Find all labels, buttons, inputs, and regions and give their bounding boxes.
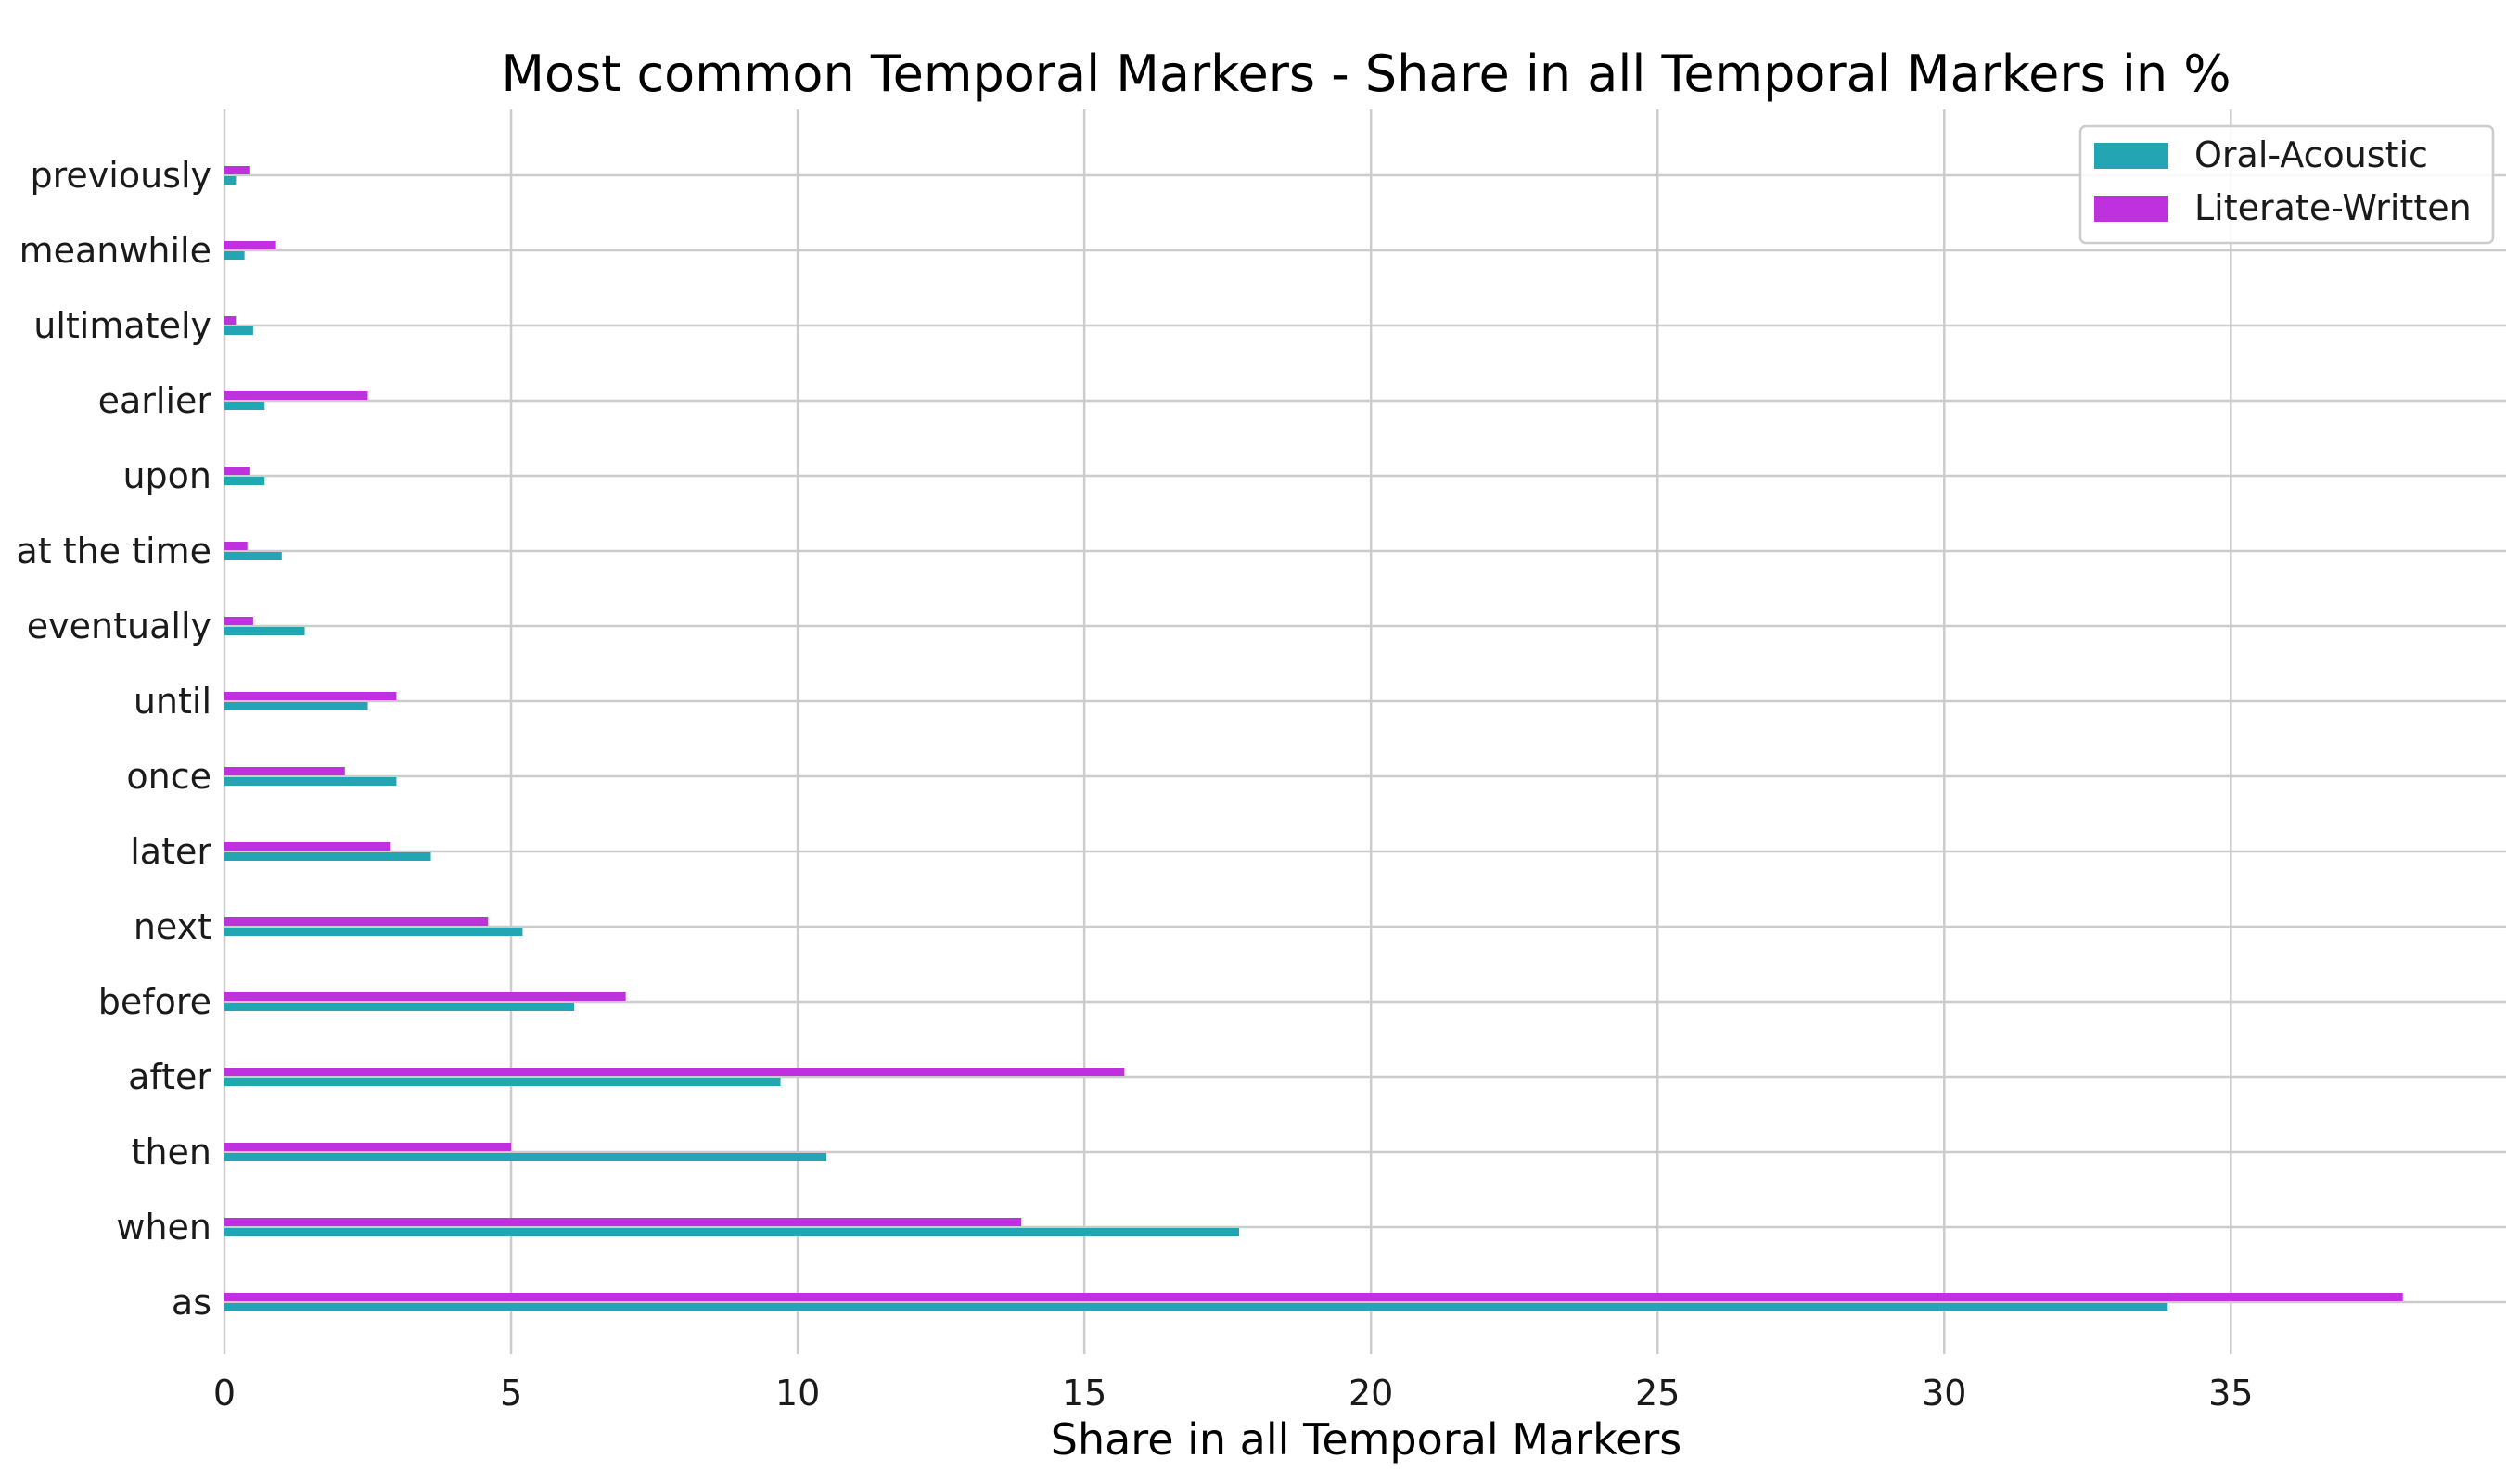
y-tick-label: at the time bbox=[16, 531, 211, 571]
bar-literate-written bbox=[224, 617, 253, 625]
bar-literate-written bbox=[224, 842, 391, 851]
bar-literate-written bbox=[224, 391, 368, 400]
bar-oral-acoustic bbox=[224, 477, 265, 485]
legend-swatch bbox=[2094, 196, 2168, 222]
bar-oral-acoustic bbox=[224, 1003, 575, 1011]
y-tick-label: earlier bbox=[98, 380, 212, 421]
x-tick-label: 30 bbox=[1922, 1373, 1966, 1414]
y-tick-label: ultimately bbox=[33, 305, 211, 346]
x-axis: 0 5 10 15 20 25 30 35 bbox=[213, 1373, 2254, 1414]
bar-literate-written bbox=[224, 542, 248, 550]
bar-literate-written bbox=[224, 166, 250, 174]
y-tick-label: next bbox=[134, 906, 211, 947]
legend-label: Literate-Written bbox=[2194, 187, 2472, 228]
legend-label: Oral-Acoustic bbox=[2194, 134, 2428, 175]
x-tick-label: 25 bbox=[1635, 1373, 1680, 1414]
x-tick-label: 10 bbox=[775, 1373, 820, 1414]
bars bbox=[224, 166, 2403, 1311]
x-tick-label: 20 bbox=[1349, 1373, 1393, 1414]
bar-oral-acoustic bbox=[224, 402, 265, 410]
y-tick-label: upon bbox=[122, 455, 211, 496]
x-axis-label: Share in all Temporal Markers bbox=[1051, 1414, 1682, 1465]
x-tick-label: 5 bbox=[500, 1373, 522, 1414]
bar-literate-written bbox=[224, 992, 626, 1001]
bar-literate-written bbox=[224, 1293, 2403, 1301]
y-tick-label: before bbox=[98, 981, 211, 1022]
legend-frame bbox=[2078, 124, 2495, 245]
bar-literate-written bbox=[224, 692, 397, 700]
bar-oral-acoustic bbox=[224, 777, 397, 786]
bar-oral-acoustic bbox=[224, 1228, 1240, 1236]
y-tick-label: meanwhile bbox=[19, 230, 211, 271]
bar-oral-acoustic bbox=[224, 928, 523, 936]
bar-literate-written bbox=[224, 316, 237, 325]
y-tick-label: later bbox=[130, 831, 211, 872]
bar-oral-acoustic bbox=[224, 1078, 781, 1086]
legend-swatch bbox=[2094, 143, 2168, 169]
y-axis: as when then after before next later once until e… bbox=[16, 155, 211, 1323]
bar-oral-acoustic bbox=[224, 627, 305, 635]
bar-oral-acoustic bbox=[224, 552, 282, 560]
bar-oral-acoustic bbox=[224, 326, 253, 335]
bar-oral-acoustic bbox=[224, 702, 368, 710]
y-tick-label: previously bbox=[30, 155, 211, 196]
bar-literate-written bbox=[224, 1218, 1022, 1226]
bar-literate-written bbox=[224, 467, 250, 475]
bar-oral-acoustic bbox=[224, 852, 431, 861]
bar-literate-written bbox=[224, 1143, 512, 1151]
legend: Oral-Acoustic Literate-Written bbox=[2078, 124, 2495, 245]
bar-oral-acoustic bbox=[224, 176, 237, 185]
chart-title: Most common Temporal Markers - Share in … bbox=[501, 45, 2231, 103]
x-tick-label: 0 bbox=[213, 1373, 236, 1414]
bar-literate-written bbox=[224, 1068, 1125, 1076]
bar-oral-acoustic bbox=[224, 251, 245, 260]
y-tick-label: when bbox=[116, 1207, 211, 1247]
bar-oral-acoustic bbox=[224, 1303, 2168, 1311]
x-tick-label: 15 bbox=[1062, 1373, 1106, 1414]
y-tick-label: until bbox=[134, 681, 211, 722]
grid bbox=[223, 109, 2506, 1354]
x-tick-label: 35 bbox=[2208, 1373, 2253, 1414]
bar-literate-written bbox=[224, 917, 489, 926]
y-tick-label: eventually bbox=[27, 606, 211, 646]
bar-literate-written bbox=[224, 767, 345, 775]
y-tick-label: then bbox=[132, 1132, 211, 1172]
bar-oral-acoustic bbox=[224, 1153, 826, 1161]
y-tick-label: after bbox=[128, 1056, 211, 1097]
y-tick-label: once bbox=[126, 756, 211, 797]
y-tick-label: as bbox=[172, 1282, 211, 1323]
bar-literate-written bbox=[224, 241, 276, 249]
